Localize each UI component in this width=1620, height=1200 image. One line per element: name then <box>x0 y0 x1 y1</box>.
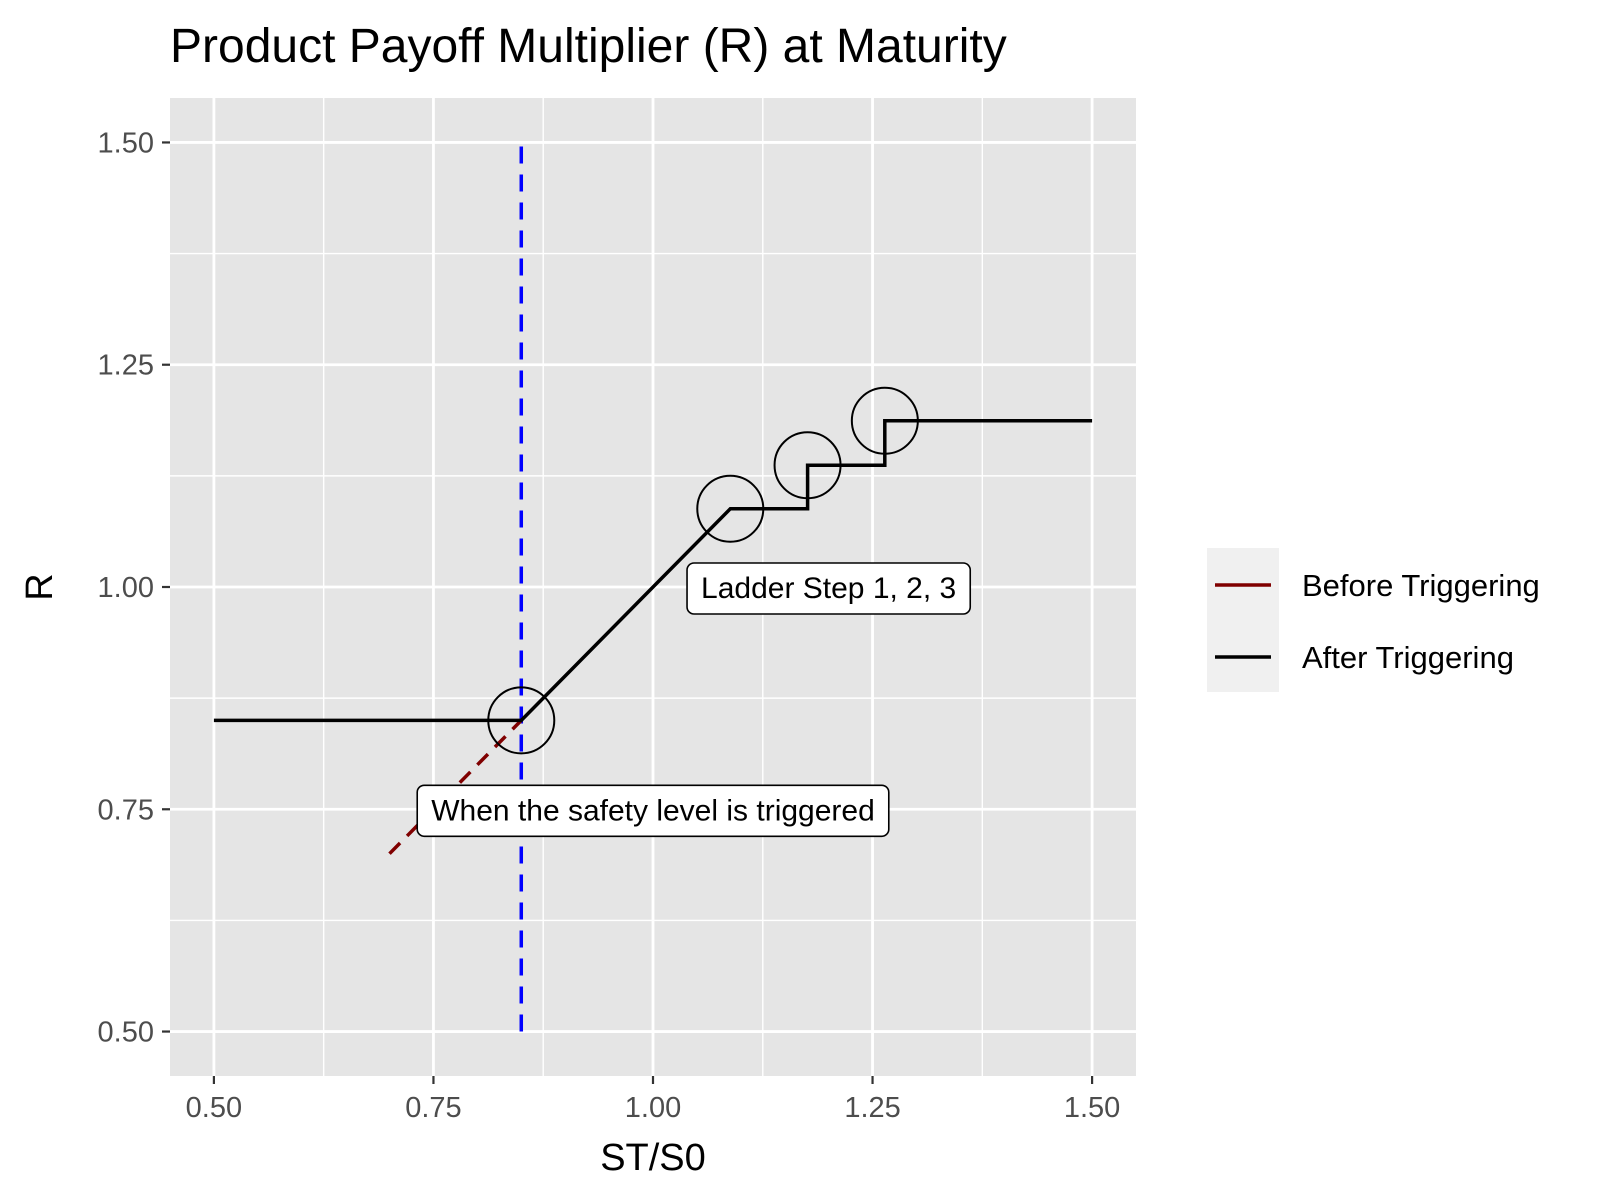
series-layer <box>213 418 1093 855</box>
series-line-after-triggering <box>213 418 1093 723</box>
y-tick-label: 0.50 <box>98 1017 154 1049</box>
annotation-text: When the safety level is triggered <box>431 794 875 827</box>
annotation-1: Ladder Step 1, 2, 3 <box>686 562 972 615</box>
y-axis-title: R <box>19 573 61 600</box>
y-tick-label: 1.25 <box>98 350 154 382</box>
x-axis: 0.50 0.75 1.00 1.25 1.50 <box>186 1076 1120 1124</box>
marker-circle-1 <box>487 686 556 755</box>
x-tick-label: 0.75 <box>405 1092 461 1124</box>
marker-circle-4 <box>850 386 919 455</box>
marker-layer <box>487 386 919 755</box>
y-tick-label: 1.00 <box>98 572 154 604</box>
series-line-before-triggering <box>388 719 523 855</box>
annotation-box <box>686 562 972 615</box>
legend-key-background <box>1207 548 1279 692</box>
y-axis: 0.50 0.75 1.00 1.25 1.50 <box>98 127 170 1049</box>
x-tick-label: 1.50 <box>1064 1092 1120 1124</box>
marker-circle-2 <box>696 474 765 543</box>
legend-label-after-triggering: After Triggering <box>1302 640 1514 675</box>
x-tick-label: 0.50 <box>186 1092 242 1124</box>
annotation-2: When the safety level is triggered <box>416 784 890 838</box>
legend: Before Triggering After Triggering <box>1207 548 1540 692</box>
annotation-layer: Ladder Step 1, 2, 3 When the safety level… <box>416 562 972 838</box>
x-tick-label: 1.00 <box>625 1092 681 1124</box>
y-tick-label: 1.50 <box>98 127 154 159</box>
annotation-text: Ladder Step 1, 2, 3 <box>701 572 956 605</box>
legend-label-before-triggering: Before Triggering <box>1302 568 1540 603</box>
y-tick-label: 0.75 <box>98 794 154 826</box>
x-axis-title: ST/S0 <box>600 1137 706 1179</box>
marker-circle-3 <box>773 431 842 500</box>
chart-title: Product Payoff Multiplier (R) at Maturit… <box>170 20 1007 73</box>
x-tick-label: 1.25 <box>844 1092 900 1124</box>
annotation-box <box>416 784 890 838</box>
